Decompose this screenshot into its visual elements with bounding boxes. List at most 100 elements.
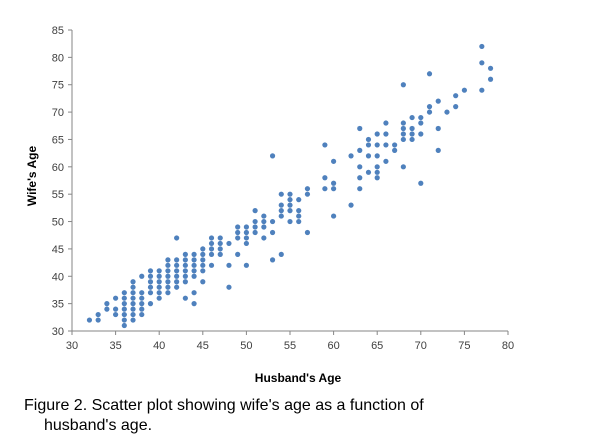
data-point <box>191 262 197 268</box>
y-tick-label: 35 <box>52 299 64 311</box>
data-point <box>191 257 197 263</box>
data-point <box>130 284 136 290</box>
data-points <box>86 43 494 329</box>
data-point <box>208 262 215 268</box>
x-tick-label: 55 <box>284 340 296 352</box>
data-point <box>261 224 267 230</box>
data-point <box>426 109 433 115</box>
data-point <box>147 268 154 274</box>
data-point <box>418 180 424 186</box>
caption-line-2: husband's age. <box>44 417 153 434</box>
data-point <box>365 153 372 159</box>
data-point <box>156 295 162 301</box>
data-point <box>287 208 293 214</box>
data-point <box>165 273 171 279</box>
data-point <box>261 218 267 225</box>
data-point <box>165 262 171 268</box>
data-point <box>191 273 197 279</box>
x-axis-title: Husband's Age <box>255 371 342 385</box>
data-point <box>130 306 136 312</box>
data-point <box>174 235 180 241</box>
data-point <box>174 268 180 274</box>
data-point <box>296 197 302 203</box>
data-point <box>418 131 424 137</box>
y-tick-label: 30 <box>52 326 64 338</box>
data-point <box>139 311 145 318</box>
data-point <box>113 306 119 312</box>
data-point <box>409 136 415 143</box>
data-point <box>278 191 284 197</box>
data-point <box>200 279 206 285</box>
y-tick-label: 60 <box>52 162 64 174</box>
data-point <box>139 306 145 312</box>
data-point <box>331 158 337 164</box>
data-point <box>217 240 223 247</box>
data-point <box>418 114 424 121</box>
data-point <box>147 284 154 290</box>
y-tick-label: 40 <box>52 271 64 283</box>
data-point <box>235 235 241 241</box>
data-point <box>453 104 459 110</box>
data-point <box>174 284 180 290</box>
data-point <box>139 295 145 301</box>
data-point <box>435 98 441 104</box>
data-point <box>269 153 276 159</box>
y-axis-title: Wife's Age <box>25 146 39 207</box>
data-point <box>113 311 119 318</box>
data-point <box>121 295 127 301</box>
data-point <box>365 169 372 175</box>
x-tick-label: 70 <box>415 340 427 352</box>
y-tick-label: 50 <box>52 217 64 229</box>
data-point <box>435 147 441 153</box>
data-point <box>243 262 249 268</box>
data-point <box>304 191 311 197</box>
data-point <box>156 268 162 274</box>
data-point <box>252 218 258 225</box>
data-point <box>208 251 215 257</box>
data-point <box>200 262 206 268</box>
data-point <box>357 125 363 132</box>
data-point <box>130 295 136 301</box>
data-point <box>121 306 127 312</box>
data-point <box>400 136 406 143</box>
data-point <box>191 268 197 274</box>
data-point <box>121 317 127 323</box>
data-point <box>182 257 188 263</box>
data-point <box>130 311 136 318</box>
data-point <box>287 197 293 203</box>
data-point <box>348 153 354 159</box>
data-point <box>278 208 284 214</box>
data-point <box>130 301 136 307</box>
data-point <box>400 131 406 137</box>
data-point <box>357 147 363 153</box>
data-point <box>121 322 127 329</box>
data-point <box>191 301 197 307</box>
data-point <box>182 262 188 268</box>
data-point <box>191 290 197 296</box>
data-point <box>165 257 171 263</box>
data-point <box>383 131 389 137</box>
data-point <box>278 202 284 208</box>
data-point <box>392 142 398 148</box>
data-point <box>243 235 249 241</box>
data-point <box>104 306 110 312</box>
data-point <box>139 273 145 279</box>
x-tick-label: 50 <box>240 340 252 352</box>
y-tick-label: 45 <box>52 244 64 256</box>
data-point <box>182 295 188 301</box>
data-point <box>479 43 485 50</box>
data-point <box>357 186 363 192</box>
data-point <box>226 284 232 290</box>
y-tick-label: 80 <box>52 52 64 64</box>
data-point <box>95 311 101 318</box>
data-point <box>479 87 485 93</box>
data-point <box>383 158 389 164</box>
data-point <box>287 191 293 197</box>
data-point <box>147 290 154 296</box>
data-point <box>487 76 494 82</box>
data-point <box>217 251 223 257</box>
data-point <box>304 186 311 192</box>
data-point <box>426 71 433 77</box>
data-point <box>156 279 162 285</box>
x-tick-label: 45 <box>197 340 209 352</box>
